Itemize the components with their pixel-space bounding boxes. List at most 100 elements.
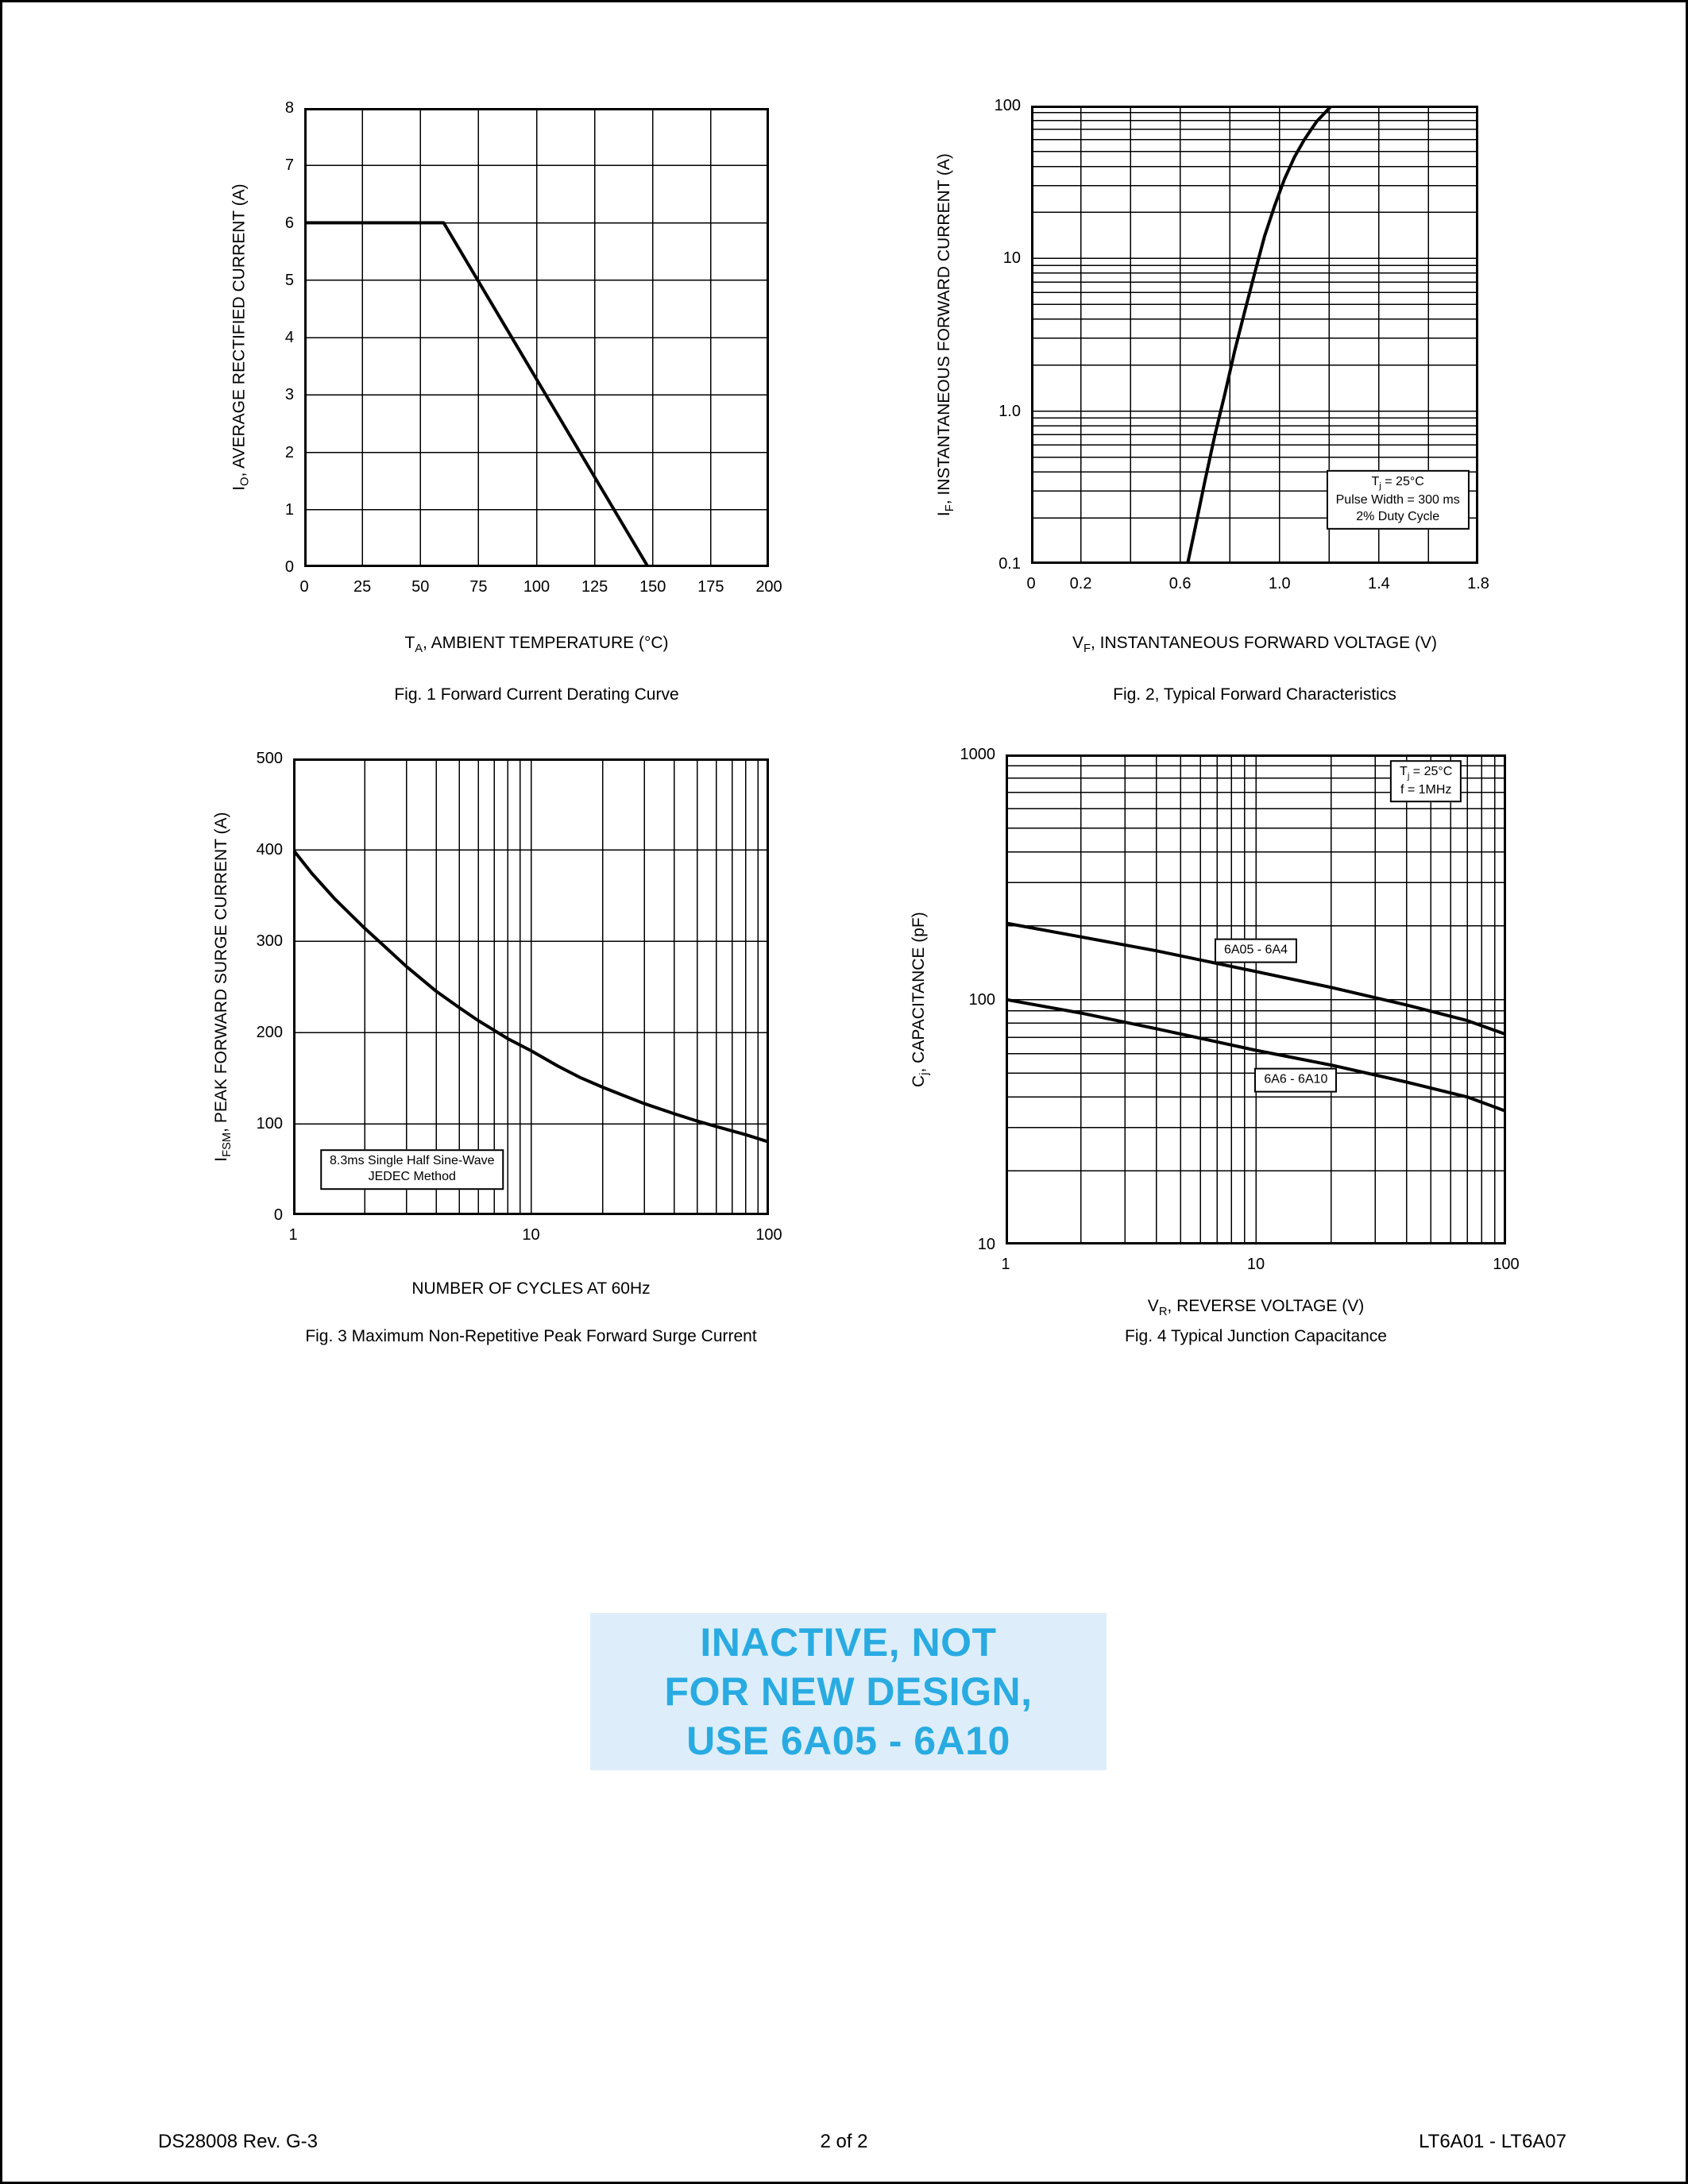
- y-tick-label: 2: [284, 443, 294, 461]
- y-tick-label: 0: [273, 1206, 283, 1224]
- label-text: 2% Duty Cycle: [1356, 509, 1440, 523]
- label-text: T: [1371, 475, 1380, 489]
- label-text: C: [909, 1075, 928, 1087]
- y-tick-label: 400: [256, 841, 283, 859]
- 6A6-6A10-curve: [1006, 997, 1506, 1113]
- x-tick-label: 0.2: [1069, 575, 1092, 592]
- annotation-line: 6A05 - 6A4: [1224, 942, 1288, 959]
- x-tick-label: 100: [1493, 1256, 1520, 1273]
- y-tick-label: 8: [284, 99, 294, 117]
- chart-annotation: 8.3ms Single Half Sine-Wave JEDEC Method: [320, 1148, 504, 1190]
- x-tick-label: 10: [522, 1226, 540, 1244]
- label-text: 8.3ms Single Half Sine-Wave: [330, 1153, 495, 1167]
- annotation-line: Tj = 25°C: [1336, 474, 1460, 492]
- chart-annotation: Tj = 25°C f = 1MHz: [1390, 760, 1462, 803]
- label-text: = 25°C: [1409, 765, 1453, 779]
- subscript-text: F: [943, 504, 956, 511]
- annotation-line: 2% Duty Cycle: [1336, 509, 1460, 526]
- chart-plot-area: [1031, 106, 1478, 564]
- y-tick-label: 6: [284, 214, 294, 232]
- x-tick-label: 1: [288, 1226, 298, 1244]
- label-text: , PEAK FORWARD SURGE CURRENT (A): [211, 812, 230, 1133]
- label-text: NUMBER OF CYCLES AT 60Hz: [411, 1279, 651, 1298]
- x-tick-label: 10: [1246, 1256, 1265, 1273]
- y-tick-label: 5: [284, 271, 294, 289]
- figure-caption: Fig. 2, Typical Forward Characteristics: [1113, 685, 1396, 704]
- y-tick-label: 200: [256, 1024, 283, 1041]
- x-tick-label: 1.8: [1467, 575, 1489, 592]
- y-tick-label: 100: [256, 1115, 283, 1133]
- y-tick-label: 10: [977, 1236, 995, 1253]
- label-text: , REVERSE VOLTAGE (V): [1167, 1297, 1365, 1315]
- x-axis-title: TA, AMBIENT TEMPERATURE (°C): [259, 634, 815, 655]
- label-text: V: [1072, 634, 1084, 652]
- x-axis-title: VR, REVERSE VOLTAGE (V): [978, 1297, 1534, 1318]
- plot-border: [1031, 106, 1478, 564]
- y-axis-title: IF, INSTANTANEOUS FORWARD CURRENT (A): [934, 106, 956, 564]
- annotation-line: Pulse Width = 300 ms: [1336, 492, 1460, 509]
- subscript-text: FSM: [220, 1132, 234, 1157]
- label-text: , INSTANTANEOUS FORWARD CURRENT (A): [934, 152, 953, 504]
- label-text: , AVERAGE RECTIFIED CURRENT (A): [230, 183, 249, 477]
- y-axis-title: Cj, CAPACITANCE (pF): [909, 754, 930, 1244]
- chart-annotation: 6A05 - 6A4: [1214, 938, 1298, 963]
- subscript-text: R: [1158, 1306, 1168, 1319]
- label-text: 6A6 - 6A10: [1264, 1072, 1328, 1086]
- y-tick-label: 1000: [960, 746, 996, 763]
- figure-caption: Fig. 3 Maximum Non-Repetitive Peak Forwa…: [305, 1327, 757, 1345]
- y-tick-label: 1: [284, 500, 294, 519]
- label-text: , CAPACITANCE (pF): [909, 911, 928, 1072]
- annotation-line: f = 1MHz: [1400, 782, 1452, 799]
- x-tick-label: 175: [697, 578, 724, 596]
- label-text: 6A05 - 6A4: [1223, 943, 1288, 957]
- y-tick-label: 7: [284, 156, 294, 175]
- part-number-range: LT6A01 - LT6A07: [1419, 2131, 1566, 2152]
- page-number: 2 of 2: [820, 2131, 868, 2152]
- annotation-line: 8.3ms Single Half Sine-Wave: [330, 1153, 495, 1170]
- subscript-text: F: [1083, 642, 1091, 656]
- y-tick-label: 300: [256, 932, 283, 950]
- label-text: = 25°C: [1381, 475, 1424, 489]
- x-tick-label: 100: [755, 1226, 782, 1244]
- plot-border: [293, 758, 769, 1215]
- forward-characteristic-curve: [1186, 106, 1333, 564]
- label-text: JEDEC Method: [368, 1170, 456, 1184]
- inactive-notice: INACTIVE, NOT FOR NEW DESIGN, USE 6A05 -…: [590, 1613, 1107, 1770]
- label-text: f = 1MHz: [1400, 782, 1452, 797]
- chart-annotation: Tj = 25°C Pulse Width = 300 ms 2% Duty Cyc…: [1326, 470, 1470, 530]
- figure-caption: Fig. 4 Typical Junction Capacitance: [1125, 1327, 1387, 1345]
- y-tick-label: 0: [284, 558, 294, 576]
- x-tick-label: 150: [639, 578, 666, 596]
- x-tick-label: 1.4: [1367, 575, 1390, 592]
- chart-annotation: 6A6 - 6A10: [1254, 1067, 1338, 1093]
- x-axis-title: NUMBER OF CYCLES AT 60Hz: [253, 1279, 809, 1298]
- annotation-line: JEDEC Method: [330, 1170, 495, 1187]
- y-tick-label: 100: [994, 97, 1021, 114]
- x-tick-label: 25: [353, 578, 372, 596]
- subscript-text: O: [238, 477, 252, 486]
- label-text: V: [1147, 1297, 1159, 1315]
- chart-plot-area: [1006, 754, 1506, 1244]
- x-tick-label: 100: [523, 578, 550, 596]
- chart-plot-area: [304, 108, 769, 567]
- plot-border: [304, 108, 769, 567]
- label-text: T: [404, 634, 415, 652]
- subscript-text: j: [1379, 481, 1381, 492]
- y-axis-title: IFSM, PEAK FORWARD SURGE CURRENT (A): [211, 758, 233, 1215]
- annotation-line: Tj = 25°C: [1400, 764, 1452, 782]
- 6A05-6A4-curve: [1006, 921, 1506, 1036]
- inactive-notice-line: INACTIVE, NOT: [700, 1620, 997, 1665]
- x-tick-label: 0.6: [1168, 575, 1192, 592]
- derating-curve-curve: [304, 221, 650, 567]
- x-tick-label: 1.0: [1268, 575, 1291, 592]
- document-number: DS28008 Rev. G-3: [158, 2131, 318, 2152]
- x-axis-title: VF, INSTANTANEOUS FORWARD VOLTAGE (V): [977, 634, 1533, 655]
- chart-plot-area: [293, 758, 769, 1215]
- x-tick-label: 0: [1026, 575, 1036, 592]
- y-tick-label: 3: [284, 386, 294, 404]
- x-tick-label: 0: [299, 578, 309, 596]
- annotation-line: 6A6 - 6A10: [1264, 1072, 1327, 1089]
- label-text: Pulse Width = 300 ms: [1335, 492, 1460, 507]
- y-tick-label: 1.0: [999, 402, 1021, 420]
